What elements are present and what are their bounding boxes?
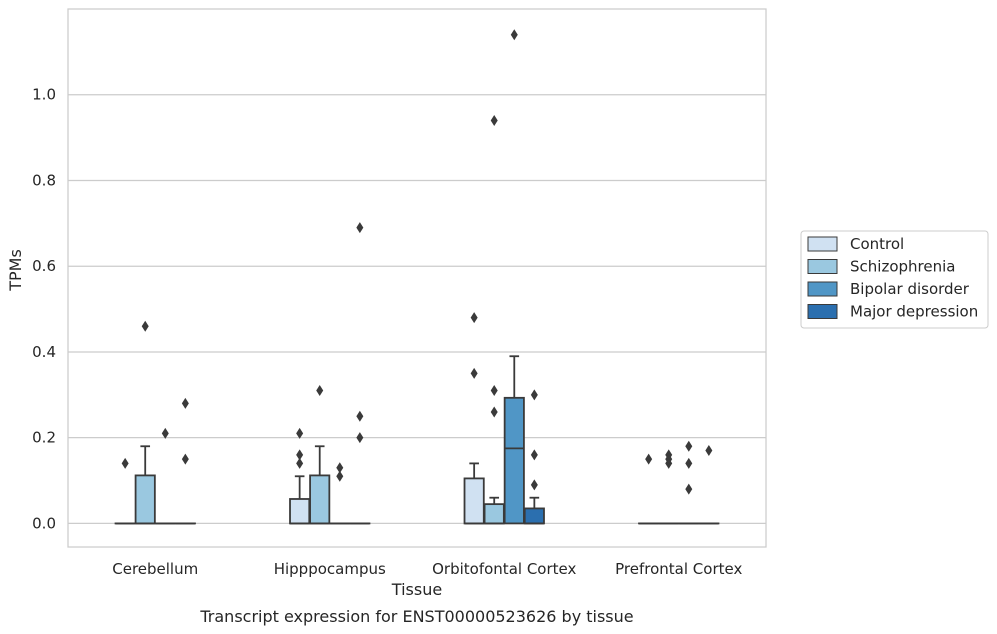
box-body — [503, 396, 525, 525]
box-2-2 — [503, 29, 525, 525]
outlier-point — [685, 440, 693, 452]
box-3-1 — [658, 449, 680, 525]
box-3-2 — [678, 440, 700, 525]
legend-swatch — [807, 304, 838, 319]
y-tick-label: 0.0 — [32, 514, 56, 532]
chart-caption: Transcript expression for ENST0000052362… — [199, 607, 633, 626]
box-body — [483, 503, 505, 525]
box-body — [463, 477, 485, 525]
x-tick-label: Hipppocampus — [274, 560, 386, 578]
outlier-point — [316, 385, 324, 397]
box-body — [309, 474, 331, 525]
y-tick-label: 0.8 — [32, 171, 56, 189]
box-body — [134, 474, 156, 525]
box-0-3 — [174, 397, 196, 525]
outlier-point — [296, 427, 304, 439]
outlier-point — [356, 410, 364, 422]
outlier-point — [181, 397, 189, 409]
box-1-0 — [289, 427, 311, 525]
box-1-1 — [309, 385, 331, 525]
box-2-1 — [483, 114, 505, 525]
box-1-3 — [349, 222, 371, 525]
outlier-point — [141, 320, 149, 332]
box-body — [289, 498, 311, 525]
boxes — [114, 29, 720, 525]
outlier-point — [336, 462, 344, 474]
x-tick-labels: Cerebellum Hipppocampus Orbitofontal Corte… — [112, 560, 742, 578]
outlier-point — [665, 449, 673, 461]
outlier-point — [685, 483, 693, 495]
plot-frame — [67, 8, 767, 548]
outlier-point — [490, 114, 498, 126]
outlier-point — [296, 449, 304, 461]
x-tick-label: Orbitofontal Cortex — [432, 560, 576, 578]
outlier-point — [470, 367, 478, 379]
box-1-2 — [329, 462, 351, 525]
legend-swatch — [807, 281, 838, 297]
box-0-2 — [154, 427, 176, 525]
box-body — [523, 507, 545, 525]
outlier-point — [530, 479, 538, 491]
x-tick-label: Cerebellum — [112, 560, 198, 578]
legend-swatch — [807, 236, 838, 252]
box-0-0 — [114, 457, 136, 525]
legend-label: Control — [850, 235, 904, 253]
x-tick-label: Prefrontal Cortex — [615, 560, 742, 578]
x-axis-label: Tissue — [391, 580, 442, 599]
outlier-point — [490, 385, 498, 397]
y-axis-label: TPMs — [6, 249, 25, 292]
outlier-point — [490, 406, 498, 418]
legend-label: Major depression — [850, 303, 978, 321]
y-tick-label: 0.4 — [32, 343, 56, 361]
y-tick-labels: 0.0 0.2 0.4 0.6 0.8 1.0 — [32, 86, 56, 533]
outlier-point — [685, 457, 693, 469]
box-2-0 — [463, 312, 485, 525]
legend-label: Bipolar disorder — [850, 280, 970, 298]
outlier-point — [645, 453, 653, 465]
outlier-point — [356, 432, 364, 444]
box-3-3 — [698, 445, 720, 525]
outlier-point — [470, 312, 478, 324]
outlier-point — [181, 453, 189, 465]
legend-label: Schizophrenia — [850, 258, 955, 276]
box-3-0 — [638, 453, 660, 525]
legend: Control Schizophrenia Bipolar disorder Majo… — [800, 230, 989, 329]
gridlines — [68, 94, 766, 525]
outlier-point — [510, 29, 518, 41]
outlier-point — [336, 470, 344, 482]
outlier-point — [161, 427, 169, 439]
y-tick-label: 0.6 — [32, 257, 56, 275]
outlier-point — [530, 449, 538, 461]
y-tick-label: 1.0 — [32, 86, 56, 104]
outlier-point — [705, 445, 713, 457]
legend-swatch — [807, 259, 838, 274]
outlier-point — [356, 222, 364, 234]
box-2-3 — [523, 389, 545, 525]
outlier-point — [530, 389, 538, 401]
legend-frame — [800, 230, 989, 329]
outlier-point — [296, 457, 304, 469]
y-tick-label: 0.2 — [32, 429, 56, 447]
outlier-point — [121, 457, 129, 469]
box-0-1 — [134, 320, 156, 525]
